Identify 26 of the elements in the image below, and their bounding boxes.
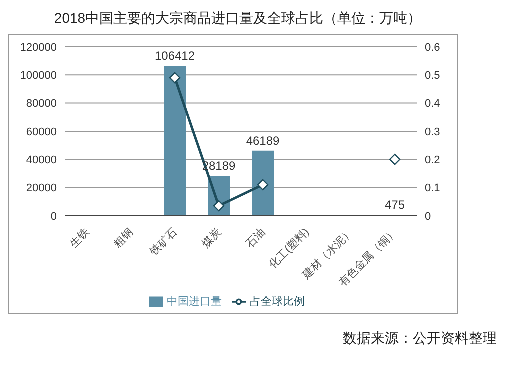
y-tick-label: 80000 (26, 98, 57, 110)
y-tick-label: 120000 (20, 42, 57, 54)
data-label: 475 (384, 198, 406, 212)
data-label: 106412 (154, 49, 196, 64)
x-tick-label: 石油 (243, 226, 268, 250)
legend-label: 占全球比例 (250, 296, 305, 308)
x-tick-label: 粗钢 (112, 226, 136, 250)
legend-label: 中国进口量 (167, 296, 222, 308)
x-tick-label: 生铁 (67, 226, 92, 250)
x-tick-label: 煤炭 (199, 226, 224, 250)
y2-tick-label: 0.5 (425, 70, 440, 82)
y2-tick-label: 0.6 (425, 42, 440, 54)
y-tick-label: 100000 (20, 70, 57, 82)
y-tick-label: 0 (50, 210, 57, 223)
y2-tick-label: 0.4 (425, 98, 440, 110)
x-tick-label: 铁矿石 (146, 226, 180, 259)
y2-tick-label: 0 (425, 210, 432, 223)
y-tick-label: 20000 (26, 182, 57, 195)
chart-title: 2018中国主要的大宗商品进口量及全球占比（单位：万吨） (53, 9, 423, 28)
data-label: 46189 (246, 134, 280, 148)
source-note: 数据来源：公开资料整理 (343, 330, 497, 348)
y2-tick-label: 0.3 (425, 126, 440, 138)
y-tick-label: 60000 (26, 126, 57, 138)
y2-tick-label: 0.1 (425, 182, 440, 195)
y-tick-label: 40000 (26, 154, 57, 167)
y2-tick-label: 0.2 (425, 154, 440, 167)
